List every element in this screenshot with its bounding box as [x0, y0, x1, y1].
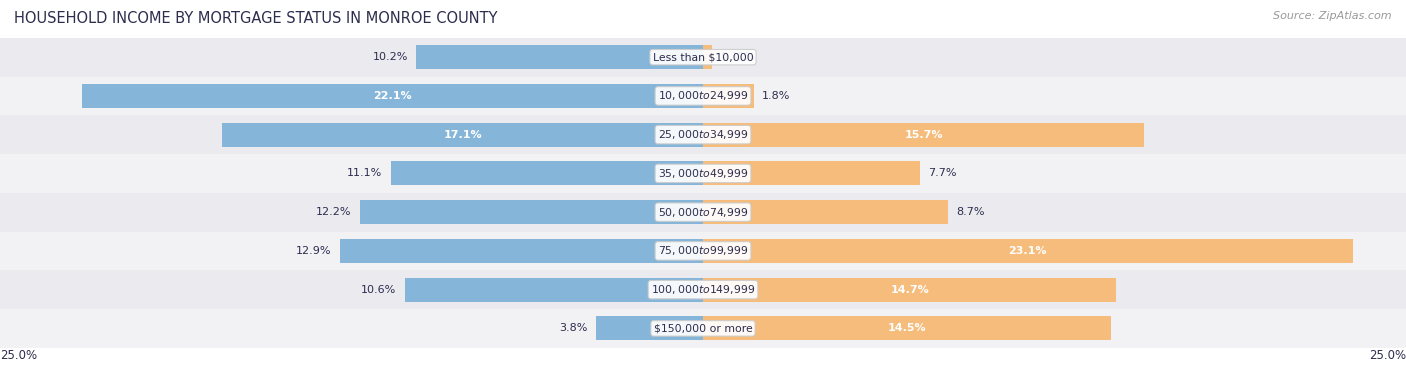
Bar — [703, 161, 920, 186]
Text: 22.1%: 22.1% — [373, 91, 412, 101]
Bar — [703, 239, 1353, 263]
Text: $75,000 to $99,999: $75,000 to $99,999 — [658, 245, 748, 257]
Bar — [0, 231, 1406, 270]
Bar — [703, 122, 1144, 147]
Bar — [703, 45, 711, 69]
Text: $35,000 to $49,999: $35,000 to $49,999 — [658, 167, 748, 180]
Text: Less than $10,000: Less than $10,000 — [652, 52, 754, 62]
Text: 25.0%: 25.0% — [0, 349, 37, 361]
Bar — [0, 38, 1406, 77]
Text: $10,000 to $24,999: $10,000 to $24,999 — [658, 90, 748, 102]
Bar — [0, 309, 1406, 348]
Text: 7.7%: 7.7% — [928, 169, 956, 178]
Text: 0.31%: 0.31% — [720, 52, 755, 62]
Text: 10.6%: 10.6% — [361, 285, 396, 294]
Bar — [596, 316, 703, 341]
Text: 11.1%: 11.1% — [347, 169, 382, 178]
Text: $150,000 or more: $150,000 or more — [654, 324, 752, 333]
Bar — [0, 270, 1406, 309]
Bar — [416, 45, 703, 69]
Text: 10.2%: 10.2% — [373, 52, 408, 62]
Text: 12.2%: 12.2% — [316, 207, 352, 217]
Text: 17.1%: 17.1% — [443, 130, 482, 139]
Bar — [82, 84, 703, 108]
Bar — [703, 277, 1116, 302]
Bar — [360, 200, 703, 224]
Bar — [340, 239, 703, 263]
Bar — [703, 84, 754, 108]
Bar — [405, 277, 703, 302]
Text: 1.8%: 1.8% — [762, 91, 790, 101]
Text: 8.7%: 8.7% — [956, 207, 984, 217]
Text: 14.5%: 14.5% — [887, 324, 927, 333]
Text: 14.7%: 14.7% — [890, 285, 929, 294]
Text: 15.7%: 15.7% — [904, 130, 943, 139]
Bar — [0, 115, 1406, 154]
Text: 12.9%: 12.9% — [297, 246, 332, 256]
Text: Source: ZipAtlas.com: Source: ZipAtlas.com — [1274, 11, 1392, 21]
Bar — [222, 122, 703, 147]
Bar — [0, 154, 1406, 193]
Text: HOUSEHOLD INCOME BY MORTGAGE STATUS IN MONROE COUNTY: HOUSEHOLD INCOME BY MORTGAGE STATUS IN M… — [14, 11, 498, 26]
Text: 3.8%: 3.8% — [560, 324, 588, 333]
Bar — [0, 77, 1406, 115]
Text: 25.0%: 25.0% — [1369, 349, 1406, 361]
Text: $50,000 to $74,999: $50,000 to $74,999 — [658, 206, 748, 218]
Text: $100,000 to $149,999: $100,000 to $149,999 — [651, 283, 755, 296]
Bar — [391, 161, 703, 186]
Text: 23.1%: 23.1% — [1008, 246, 1047, 256]
Bar — [703, 200, 948, 224]
Text: $25,000 to $34,999: $25,000 to $34,999 — [658, 128, 748, 141]
Bar — [0, 193, 1406, 231]
Bar — [703, 316, 1111, 341]
